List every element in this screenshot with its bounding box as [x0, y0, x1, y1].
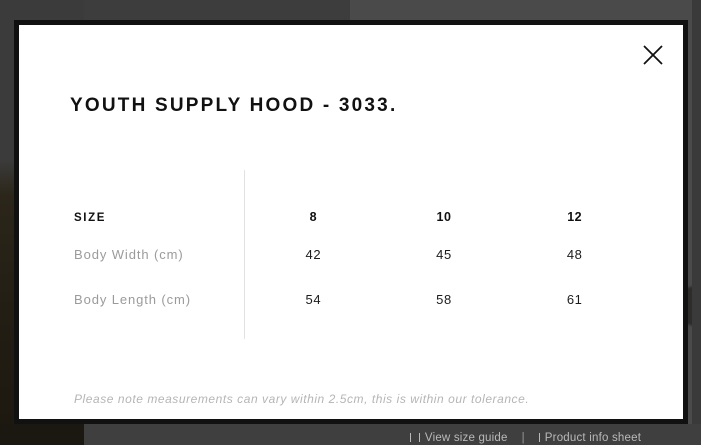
product-info-sheet-link[interactable]: Product info sheet: [538, 431, 642, 444]
cell-body-width-8: 42: [305, 247, 322, 262]
column-header-size-10: 10: [436, 210, 452, 224]
background-bottom-strip: [0, 424, 701, 445]
size-chart-table: SIZE 8 10 12 Body Width (cm) 42 45 48 Bo…: [70, 170, 640, 339]
column-header-size-8: 8: [309, 210, 318, 224]
table-body: Body Width (cm) 42 45 48 Body Length (cm…: [70, 232, 640, 322]
table-header-row: SIZE 8 10 12: [70, 170, 640, 232]
table-row: Body Width (cm) 42 45 48: [70, 232, 640, 277]
close-modal-button[interactable]: [636, 38, 670, 72]
view-size-guide-label: View size guide: [424, 431, 508, 444]
cell-body-width-12: 48: [566, 247, 583, 262]
size-guide-modal: YOUTH SUPPLY HOOD - 3033. SIZE 8 10 12 B…: [14, 20, 688, 424]
row-label-body-width: Body Width (cm): [74, 247, 184, 262]
background-bottom-strip-left: [0, 424, 84, 445]
row-label-body-length: Body Length (cm): [74, 292, 192, 307]
cell-body-length-10: 58: [436, 292, 452, 307]
ruler-icon: [409, 433, 420, 442]
link-separator: |: [521, 431, 525, 444]
tolerance-note: Please note measurements can vary within…: [74, 392, 530, 406]
cell-body-width-10: 45: [436, 247, 452, 262]
cell-body-length-12: 61: [566, 292, 583, 307]
page-title: YOUTH SUPPLY HOOD - 3033.: [70, 95, 398, 116]
background-seam-right: [692, 0, 701, 445]
column-header-size-12: 12: [567, 210, 583, 224]
document-icon: [538, 433, 540, 442]
table-row: Body Length (cm) 54 58 61: [70, 277, 640, 322]
table-vertical-divider: [244, 170, 245, 339]
measurements-table: SIZE 8 10 12 Body Width (cm) 42 45 48 Bo…: [70, 170, 640, 322]
bottom-link-bar: View size guide | Product info sheet: [350, 430, 701, 445]
close-icon: [643, 45, 663, 65]
product-info-sheet-label: Product info sheet: [544, 431, 642, 444]
table-head: SIZE 8 10 12: [70, 170, 640, 232]
view-size-guide-link[interactable]: View size guide: [409, 431, 508, 444]
column-header-size: SIZE: [74, 212, 106, 224]
cell-body-length-8: 54: [305, 292, 322, 307]
